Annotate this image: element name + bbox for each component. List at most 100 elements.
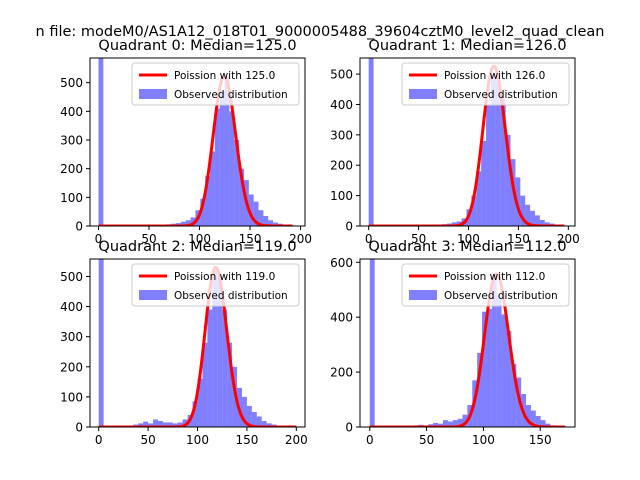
histogram-bar bbox=[207, 309, 213, 427]
histogram-bar bbox=[477, 352, 483, 427]
legend: Poission with 126.0 Observed distribution bbox=[401, 62, 570, 106]
x-tick-label: 50 bbox=[411, 232, 426, 246]
histogram-bar bbox=[490, 74, 496, 226]
legend-label: Observed distribution bbox=[444, 89, 558, 101]
subplot-title: Quadrant 2: Median=119.0 bbox=[98, 239, 296, 255]
x-tick-label: 150 bbox=[235, 433, 258, 447]
histogram-bar bbox=[496, 295, 502, 427]
histogram-bar bbox=[200, 198, 206, 226]
subplot-quadrant-0: 0 50 100 150 200 0 100 200 300 400 500 Quadrant 0: … bbox=[60, 38, 312, 246]
legend-patch-swatch bbox=[409, 89, 437, 99]
y-tick-label: 400 bbox=[60, 300, 83, 314]
histogram-bar bbox=[210, 151, 215, 226]
y-tick-label: 0 bbox=[345, 421, 353, 435]
y-tick-label: 300 bbox=[60, 330, 83, 344]
histogram-bar bbox=[457, 418, 463, 427]
histogram-bar bbox=[481, 140, 487, 226]
y-tick-label: 200 bbox=[330, 366, 353, 380]
legend-label: Poission with 119.0 bbox=[174, 271, 275, 283]
histogram-bar bbox=[234, 139, 240, 226]
y-tick-label: 200 bbox=[60, 162, 83, 176]
histogram-bar bbox=[239, 168, 244, 226]
legend-frame bbox=[401, 263, 570, 307]
histogram-bar bbox=[526, 405, 531, 427]
y-tick-label: 500 bbox=[330, 68, 353, 82]
subplot-title: Quadrant 0: Median=125.0 bbox=[98, 38, 296, 54]
poisson-curve bbox=[98, 75, 293, 226]
histogram-bar bbox=[534, 215, 540, 226]
histogram-bar bbox=[258, 210, 264, 226]
x-tick-label: 100 bbox=[188, 232, 211, 246]
x-tick-label: 200 bbox=[285, 433, 308, 447]
subplot-quadrant-2: 0 50 100 150 200 0 100 200 300 400 500 Quadrant 2: … bbox=[60, 239, 308, 447]
histogram-bar bbox=[530, 410, 536, 427]
x-tick-label: 0 bbox=[95, 433, 103, 447]
histogram-bar bbox=[368, 58, 374, 226]
x-tick-label: 150 bbox=[529, 433, 552, 447]
x-tick-label: 100 bbox=[186, 433, 209, 447]
legend-label: Observed distribution bbox=[174, 290, 288, 302]
histogram-bar bbox=[495, 80, 501, 226]
subplot-title: Quadrant 1: Median=126.0 bbox=[368, 38, 566, 54]
axes-frame bbox=[359, 258, 576, 428]
y-tick-label: 0 bbox=[75, 421, 83, 435]
histogram-bar bbox=[190, 217, 196, 226]
histogram-bar bbox=[251, 411, 257, 427]
legend-label: Poission with 125.0 bbox=[174, 70, 275, 82]
y-tick-label: 0 bbox=[75, 220, 83, 234]
histogram-bar bbox=[197, 378, 203, 427]
histogram-bar bbox=[491, 273, 497, 427]
histogram-bar bbox=[540, 420, 546, 427]
histogram-bar bbox=[482, 311, 487, 427]
histogram-bar bbox=[177, 422, 183, 427]
histogram-bar bbox=[182, 419, 188, 427]
histogram-bar bbox=[263, 215, 269, 226]
histogram-bar bbox=[433, 422, 439, 427]
histogram-bar bbox=[471, 195, 477, 226]
histogram-bar bbox=[157, 420, 163, 427]
histogram-bar bbox=[214, 108, 220, 226]
plot-area bbox=[98, 58, 293, 226]
histogram-bar bbox=[143, 421, 149, 427]
histogram-bar bbox=[261, 420, 267, 427]
histogram-bar bbox=[535, 416, 541, 427]
y-tick-label: 400 bbox=[330, 311, 353, 325]
histogram-bar bbox=[438, 423, 443, 427]
y-tick-label: 200 bbox=[330, 159, 353, 173]
histogram-bar bbox=[229, 111, 235, 226]
histogram-bar bbox=[212, 270, 218, 427]
legend-frame bbox=[131, 263, 300, 307]
legend: Poission with 125.0 Observed distribution bbox=[131, 62, 300, 106]
y-tick-label: 100 bbox=[330, 189, 353, 203]
histogram-bar bbox=[505, 134, 511, 226]
y-tick-label: 400 bbox=[60, 105, 83, 119]
histogram-bar bbox=[138, 423, 144, 427]
histogram-bar bbox=[369, 259, 375, 427]
histogram-bar bbox=[268, 220, 274, 226]
y-tick-label: 100 bbox=[60, 390, 83, 404]
histogram-bar bbox=[148, 423, 154, 427]
histogram-bar bbox=[525, 204, 531, 226]
subplot-title: Quadrant 3: Median=112.0 bbox=[368, 239, 566, 255]
subplot-quadrant-3: 0 50 100 150 0 200 400 600 Quadrant 3: Median=11… bbox=[330, 239, 576, 447]
histogram-bar bbox=[248, 194, 254, 226]
y-tick-label: 600 bbox=[330, 256, 353, 270]
histogram-bar bbox=[500, 98, 506, 226]
histogram-bar bbox=[530, 210, 535, 226]
histogram-bar bbox=[476, 171, 482, 226]
histogram-bar bbox=[98, 58, 104, 226]
x-tick-label: 200 bbox=[557, 232, 580, 246]
y-tick-label: 500 bbox=[60, 270, 83, 284]
histogram-bar bbox=[506, 330, 512, 427]
legend-frame bbox=[401, 62, 570, 106]
histogram-bar bbox=[266, 423, 272, 427]
axes-frame bbox=[359, 57, 576, 227]
y-tick-label: 200 bbox=[60, 360, 83, 374]
legend-label: Poission with 126.0 bbox=[444, 70, 545, 82]
histogram-bar bbox=[442, 420, 448, 427]
x-tick-label: 0 bbox=[365, 232, 373, 246]
histogram-bar bbox=[205, 175, 211, 226]
histogram-bar bbox=[227, 342, 233, 427]
histogram-bar bbox=[462, 414, 468, 427]
histogram-bar bbox=[447, 421, 453, 427]
